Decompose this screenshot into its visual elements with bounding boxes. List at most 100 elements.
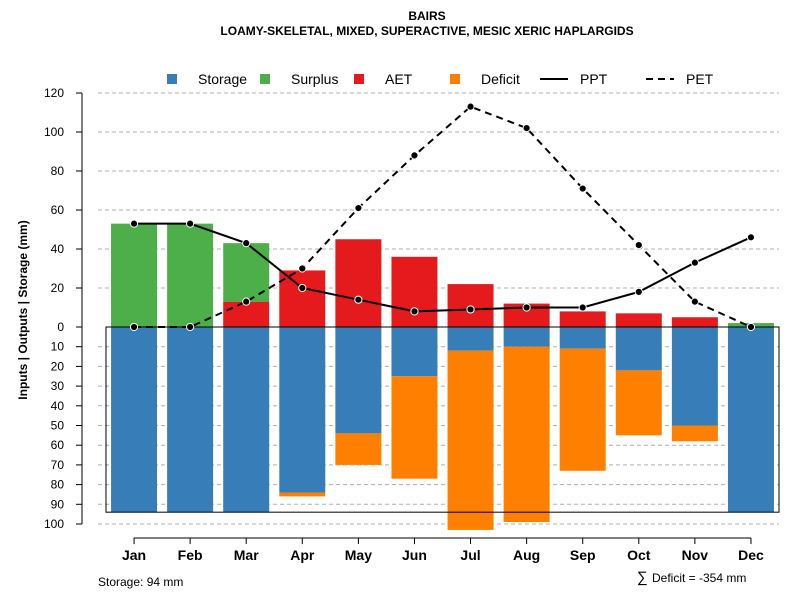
y-tick-label: 100 [44, 125, 64, 139]
point-ppt [690, 258, 699, 267]
bar-storage [167, 327, 214, 513]
bar-storage [503, 327, 550, 347]
bar-storage [447, 327, 494, 351]
legend-swatch-aet [354, 74, 364, 84]
bar-deficit [279, 492, 326, 497]
point-ppt [410, 307, 419, 316]
legend-label-surplus: Surplus [291, 71, 338, 87]
legend-swatch-deficit [450, 74, 460, 84]
bar-storage [279, 327, 326, 493]
x-tick-label: May [345, 547, 372, 563]
bar-aet [671, 317, 718, 327]
point-ppt [746, 233, 756, 242]
x-tick-label: Oct [627, 547, 651, 563]
y-tick-label: 50 [51, 419, 65, 433]
y-tick-label: 70 [51, 458, 65, 472]
bar-storage [615, 327, 662, 371]
point-ppt [354, 295, 363, 304]
point-pet [354, 203, 363, 213]
bar-aet [223, 301, 270, 327]
y-tick-label: 40 [51, 399, 65, 413]
y-tick-label: 60 [51, 203, 65, 217]
deficit-note: Deficit = -354 mm [652, 571, 746, 585]
storage-note: Storage: 94 mm [98, 575, 183, 589]
chart-title: BAIRS [408, 9, 445, 23]
bar-storage [223, 327, 270, 513]
lines [129, 102, 756, 332]
point-ppt [298, 283, 307, 293]
point-ppt [242, 239, 251, 248]
point-pet [242, 297, 251, 306]
x-tick-label: Dec [738, 547, 764, 563]
legend-swatch-storage [167, 74, 177, 84]
y-tick-label: 10 [51, 340, 65, 354]
point-ppt [578, 303, 587, 312]
point-ppt [634, 287, 643, 296]
legend-label-storage: Storage [198, 71, 247, 87]
bar-storage [391, 327, 438, 377]
y-tick-label: 60 [51, 438, 65, 452]
x-tick-label: Jun [402, 547, 427, 563]
bar-storage [671, 327, 718, 426]
point-pet [522, 124, 531, 133]
line-pet [134, 105, 752, 328]
bar-deficit [391, 376, 438, 479]
point-pet [410, 151, 419, 160]
bar-storage [559, 327, 606, 349]
line-ppt [134, 222, 752, 313]
bar-deficit [447, 350, 494, 530]
chart-subtitle: LOAMY-SKELETAL, MIXED, SUPERACTIVE, MESI… [220, 24, 633, 38]
y-tick-label: 40 [51, 242, 65, 256]
point-pet [578, 184, 587, 193]
legend-label-ppt: PPT [580, 71, 608, 87]
y-tick-label: 30 [51, 379, 65, 393]
bar-aet [335, 239, 382, 327]
bar-aet [391, 256, 438, 327]
y-tick-label: 0 [57, 320, 64, 334]
bar-deficit [559, 348, 606, 471]
point-ppt [466, 305, 475, 314]
x-tick-label: Jan [122, 547, 146, 563]
bar-storage [335, 327, 382, 434]
point-pet [129, 322, 139, 332]
point-pet [298, 264, 307, 273]
y-axis-label: Inputs | Outputs | Storage (mm) [16, 220, 30, 399]
y-tick-label: 80 [51, 164, 65, 178]
x-tick-label: Mar [234, 547, 259, 563]
point-ppt [129, 219, 139, 228]
sum-symbol: ∑ [637, 569, 648, 586]
point-ppt [522, 303, 531, 312]
bar-storage [727, 327, 774, 513]
x-tick-label: Jul [460, 547, 480, 563]
point-pet [634, 241, 643, 250]
bar-surplus [111, 223, 158, 327]
point-pet [690, 297, 699, 306]
bar-aet [503, 303, 550, 327]
x-tick-label: Feb [178, 547, 203, 563]
bar-deficit [615, 370, 662, 436]
point-pet [466, 102, 475, 111]
bars [111, 223, 774, 530]
legend-swatch-surplus [260, 74, 270, 84]
y-tick-label: 20 [51, 281, 65, 295]
bar-aet [559, 311, 606, 327]
bar-deficit [671, 425, 718, 442]
legend-label-deficit: Deficit [481, 71, 520, 87]
legend-label-aet: AET [385, 71, 413, 87]
x-tick-label: Apr [290, 547, 315, 563]
x-tick-label: Aug [513, 547, 540, 563]
x-tick-label: Sep [570, 547, 596, 563]
bar-deficit [335, 433, 382, 465]
x-tick-label: Nov [682, 547, 709, 563]
point-pet [186, 322, 195, 332]
bar-deficit [503, 346, 550, 523]
legend-label-pet: PET [686, 71, 714, 87]
y-tick-label: 80 [51, 478, 65, 492]
y-tick-label: 20 [51, 359, 65, 373]
point-pet [746, 322, 756, 332]
bar-aet [615, 313, 662, 327]
point-ppt [186, 219, 195, 228]
y-tick-label: 100 [44, 517, 64, 531]
bar-storage [111, 327, 158, 513]
